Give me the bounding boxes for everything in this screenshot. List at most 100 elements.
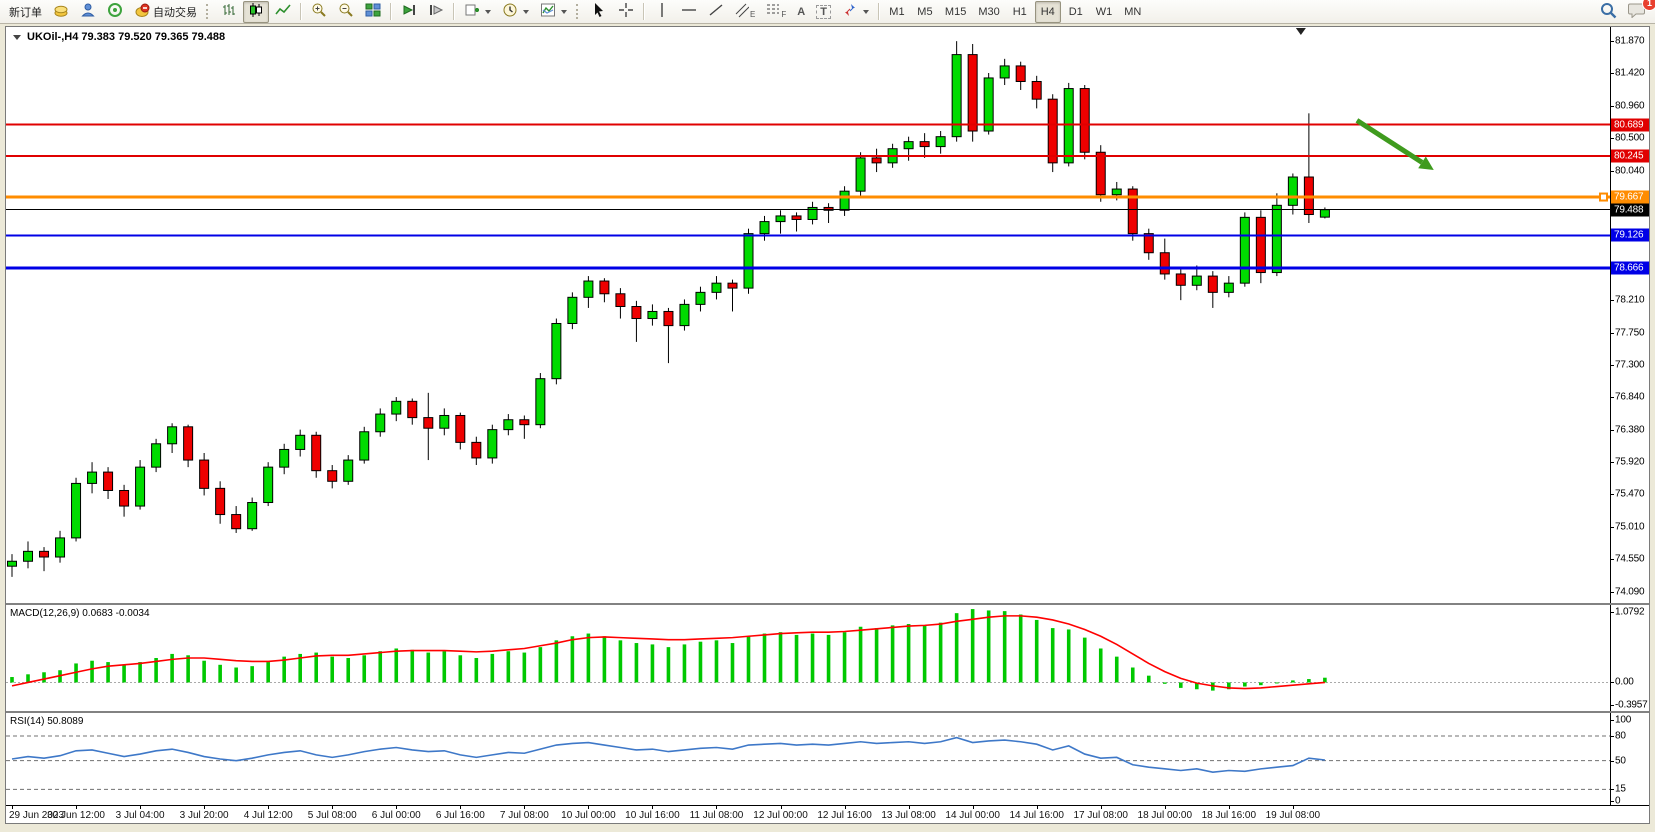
chart-menu-arrow-icon[interactable] — [13, 34, 21, 40]
macd-histogram-bar — [10, 677, 14, 683]
indicators-icon — [540, 2, 556, 21]
timeframe-button-H4[interactable]: H4 — [1034, 0, 1061, 23]
time-axis[interactable]: 29 Jun 2023 30 Jun 12:00 3 Jul 04:00 3 Jul … — [6, 805, 1649, 824]
channel-tool-button[interactable]: E — [730, 1, 760, 23]
timeframe-button-H1[interactable]: H1 — [1012, 5, 1027, 18]
macd-histogram-bar — [170, 653, 174, 683]
price-tickmark — [1611, 41, 1614, 43]
timeframe-toolbar: M1 M5 M15 M30 H1 H4 D1 W1 MN — [884, 0, 1146, 23]
indicators-button[interactable] — [535, 1, 572, 23]
chart-window: UKOil-,H4 79.383 79.520 79.365 79.488 81… — [5, 26, 1650, 824]
macd-histogram-bar — [26, 674, 30, 683]
timeframe-button-M5[interactable]: M5 — [917, 5, 933, 18]
time-tickmark — [76, 806, 78, 809]
timeframe-button-M30[interactable]: M30 — [978, 5, 1000, 18]
macd-histogram-bar — [970, 609, 975, 683]
time-tick-label: 19 Jul 08:00 — [1265, 810, 1321, 821]
line-chart-mode-button[interactable] — [270, 1, 296, 23]
macd-histogram-bar — [282, 656, 286, 683]
zoom-out-button[interactable] — [333, 1, 359, 23]
rsi-plot[interactable] — [6, 713, 1611, 805]
zoom-out-icon — [338, 2, 354, 21]
candle — [439, 414, 450, 429]
macd-histogram-bar — [442, 651, 447, 683]
time-tickmark — [204, 806, 206, 809]
candle — [663, 310, 674, 327]
candle — [311, 434, 322, 472]
community-button[interactable] — [75, 1, 101, 23]
macd-axis[interactable]: 1.0792 0.00 -0.3957 — [1610, 605, 1649, 711]
candle — [743, 233, 754, 289]
timeframe-button-W1[interactable]: W1 — [1095, 5, 1113, 18]
macd-histogram-bar — [714, 640, 719, 683]
candlestick-plot[interactable] — [6, 27, 1611, 603]
bar-chart-mode-button[interactable] — [216, 1, 242, 23]
toolbar-separator — [390, 3, 392, 20]
time-tickmark — [1100, 806, 1102, 809]
price-axis[interactable]: 81.870 81.420 80.960 80.500 80.040 78.210 77.7… — [1610, 27, 1649, 603]
macd-histogram-bar — [762, 633, 767, 683]
toolbar-grip — [206, 4, 212, 19]
line-anchor-marker[interactable] — [1599, 192, 1608, 202]
crosshair-icon — [618, 2, 634, 21]
search-button[interactable] — [1595, 1, 1622, 23]
autotrading-button[interactable]: 自动交易 — [129, 1, 202, 23]
chart-shift-marker-icon[interactable] — [1295, 28, 1306, 35]
macd-histogram-bar — [586, 633, 591, 683]
macd-plot[interactable] — [6, 605, 1611, 711]
dropdown-caret-icon — [523, 9, 529, 14]
notifications-button[interactable]: 1 — [1623, 0, 1655, 23]
zoom-in-button[interactable] — [306, 1, 332, 23]
macd-histogram-bar — [362, 655, 367, 683]
auto-scroll-button[interactable] — [396, 1, 422, 23]
add-object-button[interactable] — [459, 1, 496, 23]
chart-shift-button[interactable] — [423, 1, 449, 23]
timeframe-button-MN[interactable]: MN — [1124, 5, 1142, 18]
fibonacci-tool-button[interactable]: F — [761, 1, 791, 23]
candle — [327, 470, 338, 482]
text-tool-button[interactable]: A — [792, 1, 810, 23]
timeframe-button-M1[interactable]: M1 — [889, 5, 905, 18]
candle — [967, 54, 978, 132]
arrows-tool-button[interactable] — [837, 1, 874, 23]
notification-count-badge: 1 — [1642, 0, 1655, 11]
candle — [1143, 233, 1154, 254]
timeframe-button-D1[interactable]: D1 — [1068, 5, 1083, 18]
tile-windows-button[interactable] — [360, 1, 386, 23]
crosshair-tool-button[interactable] — [613, 1, 639, 23]
macd-histogram-bar — [874, 628, 879, 683]
rsi-tickmark — [1611, 736, 1614, 737]
candle — [1207, 275, 1218, 293]
candle — [647, 310, 658, 320]
new-order-button[interactable]: 新订单 — [4, 1, 47, 23]
trendline-icon — [708, 2, 724, 21]
time-tick-label: 10 Jul 16:00 — [625, 810, 680, 821]
horizontal-line-tool-button[interactable] — [676, 1, 702, 23]
macd-signal-line — [11, 615, 1325, 690]
time-tickmark — [844, 806, 846, 809]
rsi-line — [11, 736, 1325, 773]
macd-tickmark — [1611, 612, 1614, 613]
price-tick-label: 75.920 — [1615, 456, 1645, 468]
macd-histogram-bar — [1130, 667, 1135, 683]
candle — [1255, 216, 1266, 274]
macd-histogram-bar — [1018, 614, 1023, 683]
text-label-tool-button[interactable]: T — [811, 1, 836, 23]
rsi-axis[interactable]: 100 80 50 15 0 — [1610, 713, 1649, 807]
timeframe-button-M15[interactable]: M15 — [944, 5, 967, 18]
arrows-icon — [842, 2, 858, 21]
price-tick-label: 81.870 — [1615, 35, 1645, 47]
candle — [279, 448, 290, 468]
auto-scroll-icon — [401, 2, 417, 21]
signals-button[interactable] — [102, 1, 128, 23]
trend-arrow-annotation[interactable] — [1355, 118, 1424, 165]
deposit-button[interactable] — [48, 1, 74, 23]
price-tick-label: 80.960 — [1615, 100, 1645, 112]
macd-histogram-bar — [506, 651, 511, 683]
periods-button[interactable] — [497, 1, 534, 23]
trendline-tool-button[interactable] — [703, 1, 729, 23]
vertical-line-tool-button[interactable] — [649, 1, 675, 23]
macd-histogram-bar — [1195, 682, 1199, 690]
candlestick-mode-button[interactable] — [243, 0, 269, 23]
pointer-tool-button[interactable] — [586, 1, 612, 23]
